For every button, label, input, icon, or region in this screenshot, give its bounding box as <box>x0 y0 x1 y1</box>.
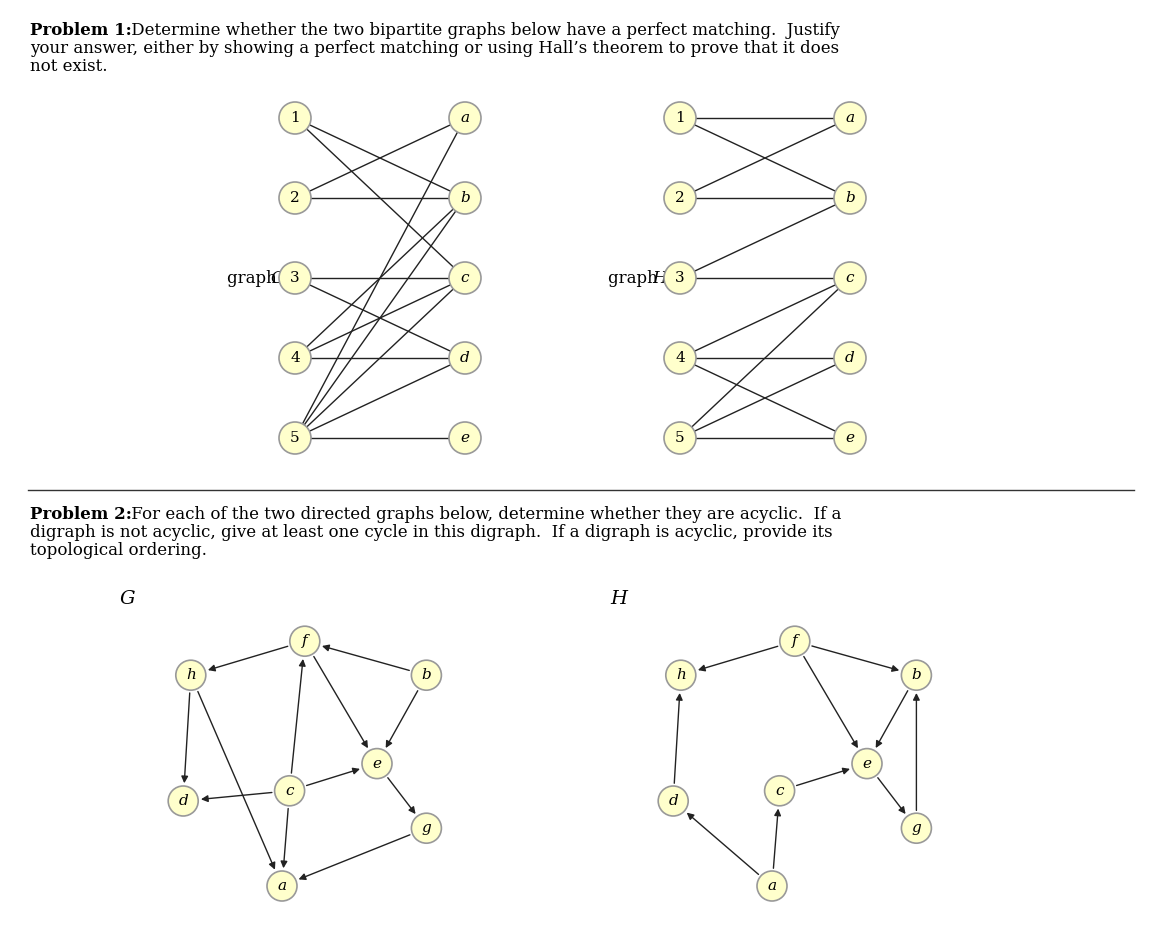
Text: Determine whether the two bipartite graphs below have a perfect matching.  Justi: Determine whether the two bipartite grap… <box>125 22 840 39</box>
Text: b: b <box>845 191 855 205</box>
Circle shape <box>274 776 304 806</box>
Circle shape <box>449 422 481 454</box>
Circle shape <box>175 660 206 691</box>
Circle shape <box>449 342 481 374</box>
Text: Problem 1:: Problem 1: <box>30 22 131 39</box>
Text: 1: 1 <box>290 111 300 125</box>
Text: 5: 5 <box>290 431 300 445</box>
Circle shape <box>756 871 787 901</box>
Text: e: e <box>862 757 872 771</box>
Text: 1: 1 <box>675 111 684 125</box>
Text: e: e <box>460 431 469 445</box>
Circle shape <box>664 262 696 294</box>
Circle shape <box>411 660 442 691</box>
Text: b: b <box>911 668 921 682</box>
Circle shape <box>834 182 866 214</box>
Text: 4: 4 <box>675 351 684 365</box>
Circle shape <box>363 748 392 779</box>
Circle shape <box>168 786 199 816</box>
Circle shape <box>664 422 696 454</box>
Text: 5: 5 <box>675 431 684 445</box>
Circle shape <box>449 102 481 134</box>
Text: a: a <box>460 111 469 125</box>
Circle shape <box>834 342 866 374</box>
Circle shape <box>279 102 311 134</box>
Circle shape <box>780 626 810 657</box>
Text: e: e <box>846 431 854 445</box>
Text: graph: graph <box>227 270 282 287</box>
Text: c: c <box>775 784 784 797</box>
Circle shape <box>267 871 297 901</box>
Text: graph: graph <box>608 270 664 287</box>
Text: H: H <box>652 270 667 287</box>
Circle shape <box>834 262 866 294</box>
Circle shape <box>765 776 795 806</box>
Circle shape <box>664 102 696 134</box>
Text: a: a <box>278 879 287 893</box>
Text: b: b <box>460 191 469 205</box>
Text: a: a <box>767 879 776 893</box>
Text: f: f <box>302 634 308 648</box>
Circle shape <box>279 182 311 214</box>
Circle shape <box>279 262 311 294</box>
Circle shape <box>279 422 311 454</box>
Text: h: h <box>676 668 686 682</box>
Circle shape <box>902 814 932 843</box>
Text: e: e <box>373 757 381 771</box>
Text: H: H <box>610 590 627 608</box>
Text: b: b <box>422 668 431 682</box>
Circle shape <box>289 626 320 657</box>
Text: d: d <box>178 794 188 808</box>
Circle shape <box>666 660 696 691</box>
Text: G: G <box>120 590 136 608</box>
Text: 3: 3 <box>290 271 300 285</box>
Text: h: h <box>186 668 195 682</box>
Text: G: G <box>271 270 285 287</box>
Text: f: f <box>792 634 797 648</box>
Text: c: c <box>461 271 469 285</box>
Circle shape <box>834 422 866 454</box>
Circle shape <box>411 814 442 843</box>
Text: 2: 2 <box>675 191 684 205</box>
Text: d: d <box>668 794 679 808</box>
Text: your answer, either by showing a perfect matching or using Hall’s theorem to pro: your answer, either by showing a perfect… <box>30 40 839 57</box>
Text: Problem 2:: Problem 2: <box>30 506 131 523</box>
Text: c: c <box>286 784 294 797</box>
Text: topological ordering.: topological ordering. <box>30 542 207 559</box>
Text: a: a <box>846 111 854 125</box>
Circle shape <box>834 102 866 134</box>
Circle shape <box>449 262 481 294</box>
Text: d: d <box>845 351 855 365</box>
Circle shape <box>449 182 481 214</box>
Circle shape <box>902 660 932 691</box>
Circle shape <box>852 748 882 779</box>
Text: c: c <box>846 271 854 285</box>
Text: 4: 4 <box>290 351 300 365</box>
Text: not exist.: not exist. <box>30 58 108 75</box>
Text: d: d <box>460 351 469 365</box>
Circle shape <box>279 342 311 374</box>
Text: For each of the two directed graphs below, determine whether they are acyclic.  : For each of the two directed graphs belo… <box>125 506 841 523</box>
Circle shape <box>658 786 688 816</box>
Text: g: g <box>911 821 921 835</box>
Circle shape <box>664 182 696 214</box>
Circle shape <box>664 342 696 374</box>
Text: digraph is not acyclic, give at least one cycle in this digraph.  If a digraph i: digraph is not acyclic, give at least on… <box>30 524 833 541</box>
Text: 3: 3 <box>675 271 684 285</box>
Text: g: g <box>422 821 431 835</box>
Text: 2: 2 <box>290 191 300 205</box>
